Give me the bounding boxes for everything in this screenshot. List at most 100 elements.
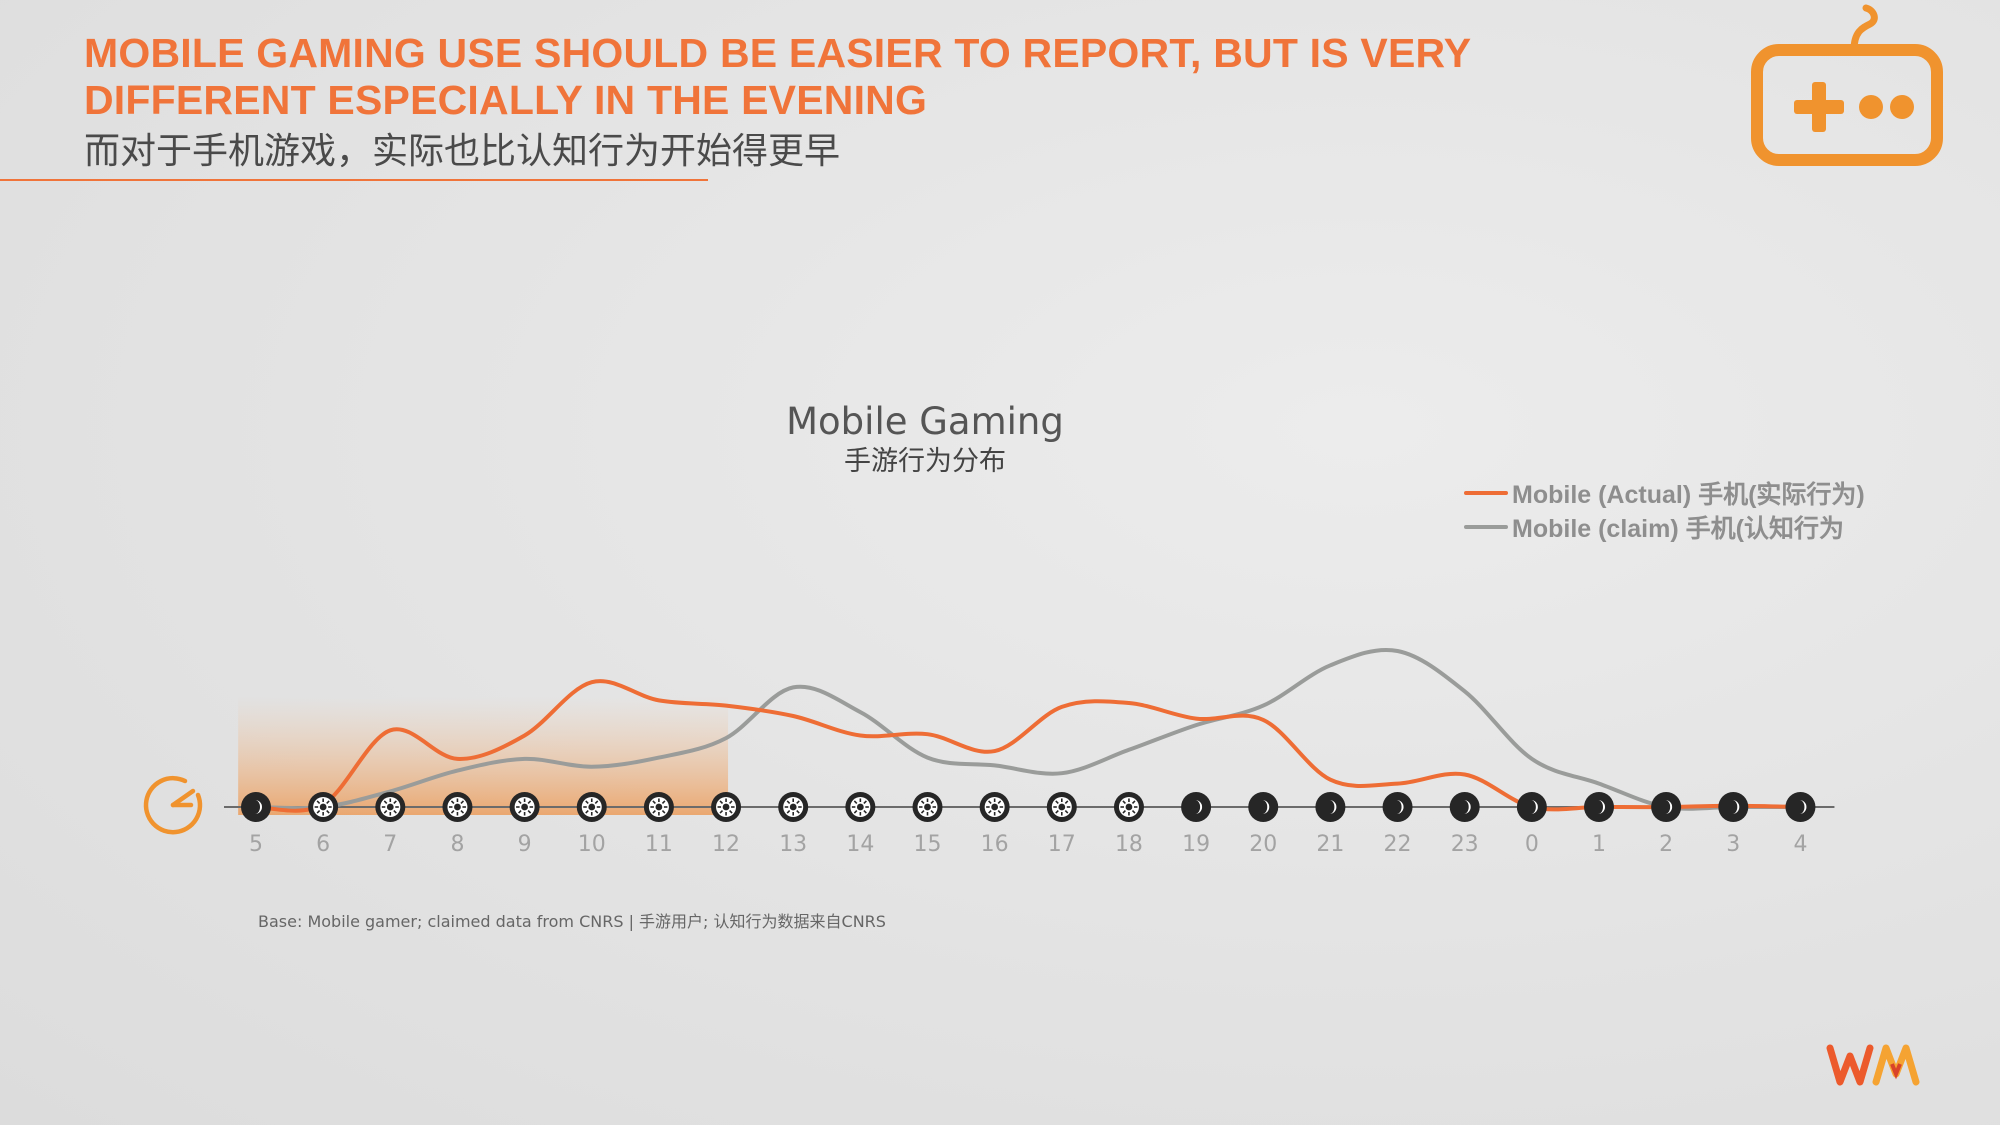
moon-crescent <box>1463 800 1471 814</box>
sun-core <box>454 803 461 811</box>
sun-ray <box>460 800 465 805</box>
x-tick-label-21: 21 <box>1316 832 1344 857</box>
sun-ray <box>1122 800 1126 805</box>
x-tick-label-15: 15 <box>914 832 942 857</box>
x-tick-label-1: 1 <box>1592 832 1606 857</box>
x-tick-label-16: 16 <box>981 832 1009 857</box>
sun-ray <box>594 800 599 805</box>
legend-swatch-actual <box>1464 491 1508 495</box>
x-tick-label-14: 14 <box>846 832 874 857</box>
marker-disc <box>1584 792 1614 822</box>
x-tick-label-9: 9 <box>518 832 532 857</box>
moon-marker-icon <box>1181 792 1212 822</box>
sun-ray <box>853 800 858 805</box>
sun-ray <box>450 800 455 805</box>
moon-crescent <box>1262 800 1270 814</box>
moon-crescent <box>1598 800 1605 814</box>
sun-core <box>1125 803 1133 811</box>
page-title: MOBILE GAMING USE SHOULD BE EASIER TO RE… <box>84 30 1584 124</box>
moon-marker-icon <box>1651 792 1682 822</box>
sun-ray <box>988 800 992 805</box>
x-tick-label-20: 20 <box>1249 832 1277 857</box>
moon-crescent <box>1665 800 1673 814</box>
sun-core <box>588 803 596 811</box>
x-tick-label-13: 13 <box>779 832 807 857</box>
marker-disc <box>1315 792 1346 822</box>
moon-marker-icon <box>1584 792 1614 822</box>
x-tick-label-11: 11 <box>645 832 673 857</box>
sun-core <box>521 803 528 811</box>
marker-disc <box>1382 792 1413 822</box>
sun-ray <box>316 800 321 805</box>
sun-ray <box>729 809 733 814</box>
moon-crescent <box>1732 800 1740 814</box>
sun-ray <box>853 809 858 814</box>
x-tick-label-2: 2 <box>1659 832 1673 857</box>
sun-ray <box>460 809 465 814</box>
sun-ray <box>1131 809 1136 814</box>
sun-ray <box>988 809 992 814</box>
sun-ray <box>863 800 867 805</box>
moon-marker-icon <box>1248 792 1279 822</box>
moon-marker-icon <box>1718 792 1749 822</box>
sun-core <box>319 803 327 811</box>
sun-core <box>856 803 864 811</box>
wm-logo <box>1826 1044 1920 1086</box>
sun-ray <box>585 809 589 814</box>
sun-ray <box>796 809 800 814</box>
clock-hand <box>170 788 196 808</box>
x-tick-label-8: 8 <box>450 832 464 857</box>
sun-core <box>1058 803 1066 811</box>
sun-core <box>655 803 663 811</box>
sun-ray <box>518 809 522 814</box>
sun-ray <box>326 809 330 814</box>
sun-ray <box>450 809 455 814</box>
sun-ray <box>594 809 599 814</box>
sun-ray <box>1064 809 1069 814</box>
sun-ray <box>661 800 666 805</box>
sun-ray <box>316 809 321 814</box>
sun-marker-icon <box>778 792 809 822</box>
sun-marker-icon <box>643 792 674 822</box>
sun-marker-icon <box>509 792 540 822</box>
moon-marker-icon <box>1382 792 1413 822</box>
sun-ray <box>1055 809 1059 814</box>
sun-marker-icon <box>711 792 742 822</box>
x-tick-label-7: 7 <box>383 832 397 857</box>
moon-marker-icon <box>1785 792 1816 822</box>
sun-ray <box>1131 800 1136 805</box>
moon-marker-icon <box>1449 792 1480 822</box>
sun-ray <box>383 809 388 814</box>
sun-core <box>722 803 730 811</box>
sun-marker-icon <box>1113 792 1144 822</box>
legend-item-actual: Mobile (Actual) 手机(实际行为) <box>1464 476 1865 510</box>
marker-disc <box>1718 792 1749 822</box>
sun-core <box>386 803 394 811</box>
moon-marker-icon <box>241 792 271 822</box>
sun-ray <box>997 809 1002 814</box>
gamepad-icon <box>1751 4 1943 166</box>
page-title-line-1: MOBILE GAMING USE SHOULD BE EASIER TO RE… <box>84 30 1472 76</box>
x-tick-label-23: 23 <box>1451 832 1479 857</box>
sun-ray <box>729 800 733 805</box>
moon-crescent <box>1195 800 1203 814</box>
sun-ray <box>997 800 1002 805</box>
x-tick-label-10: 10 <box>578 832 606 857</box>
marker-disc <box>1516 792 1547 822</box>
sun-ray <box>786 800 791 805</box>
moon-crescent <box>255 800 262 814</box>
moon-crescent <box>1396 800 1404 814</box>
page-subtitle: 而对于手机游戏，实际也比认知行为开始得更早 <box>84 131 841 172</box>
legend-label-actual: Mobile (Actual) 手机(实际行为) <box>1512 481 1865 509</box>
chart-legend: Mobile (Actual) 手机(实际行为) Mobile (claim) … <box>1464 476 1865 544</box>
sun-ray <box>920 800 925 805</box>
moon-marker-icon <box>1315 792 1346 822</box>
sun-ray <box>930 809 935 814</box>
sun-marker-icon <box>308 792 339 822</box>
x-tick-label-17: 17 <box>1048 832 1076 857</box>
marker-disc <box>1651 792 1682 822</box>
moon-marker-icon <box>1516 792 1547 822</box>
sun-ray <box>326 800 330 805</box>
x-tick-label-3: 3 <box>1726 832 1740 857</box>
legend-item-claim: Mobile (claim) 手机(认知行为 <box>1464 510 1865 544</box>
